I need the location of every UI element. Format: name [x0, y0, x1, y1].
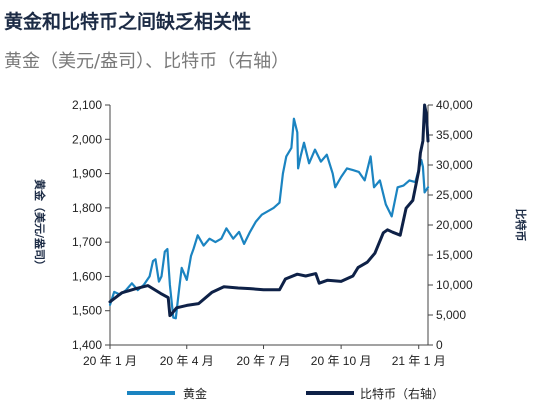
legend-label-gold: 黄金	[183, 386, 207, 401]
left-tick-group: 1,400 1,500 1,600 1,700 1,800 1,900 2,000 2,100	[72, 98, 110, 352]
right-tick-label: 35,000	[436, 128, 473, 142]
x-tick-label: 20 年 1 月	[83, 354, 137, 368]
left-tick-label: 2,000	[72, 132, 102, 146]
right-tick-label: 5,000	[436, 308, 466, 322]
right-tick-label: 20,000	[436, 218, 473, 232]
left-tick-label: 1,600	[72, 269, 102, 283]
left-tick-label: 2,100	[72, 98, 102, 112]
left-tick-label: 1,700	[72, 235, 102, 249]
x-tick-group: 20 年 1 月 20 年 4 月 20 年 7 月 20 年 10 月 21 年 1 …	[83, 345, 446, 368]
axes	[109, 105, 429, 346]
gold-line	[108, 117, 430, 320]
chart-title: 黄金和比特币之间缺乏相关性	[4, 11, 252, 33]
x-tick-label: 20 年 4 月	[160, 354, 214, 368]
right-tick-label: 0	[436, 338, 443, 352]
left-axis-label: 黄金（美元/盎司）	[33, 179, 47, 271]
right-tick-label: 10,000	[436, 278, 473, 292]
legend: 黄金 比特币（右轴）	[127, 386, 444, 401]
left-tick-label: 1,500	[72, 304, 102, 318]
x-tick-label: 20 年 7 月	[237, 354, 291, 368]
right-tick-label: 15,000	[436, 248, 473, 262]
right-tick-group: 0 5,000 10,000 15,000 20,000 25,000 30,000 35,0…	[428, 98, 473, 352]
x-tick-label: 21 年 1 月	[392, 354, 446, 368]
left-tick-label: 1,800	[72, 201, 102, 215]
left-tick-label: 1,900	[72, 167, 102, 181]
left-tick-label: 1,400	[72, 338, 102, 352]
legend-label-bitcoin: 比特币（右轴）	[360, 386, 444, 401]
bitcoin-line	[108, 103, 430, 318]
x-tick-label: 20 年 10 月	[311, 354, 372, 368]
right-axis-label: 比特币	[514, 209, 528, 242]
series-group	[108, 103, 430, 320]
right-tick-label: 30,000	[436, 158, 473, 172]
chart-subtitle: 黄金（美元/盎司）、比特币（右轴）	[4, 51, 290, 72]
right-tick-label: 40,000	[436, 98, 473, 112]
right-tick-label: 25,000	[436, 188, 473, 202]
